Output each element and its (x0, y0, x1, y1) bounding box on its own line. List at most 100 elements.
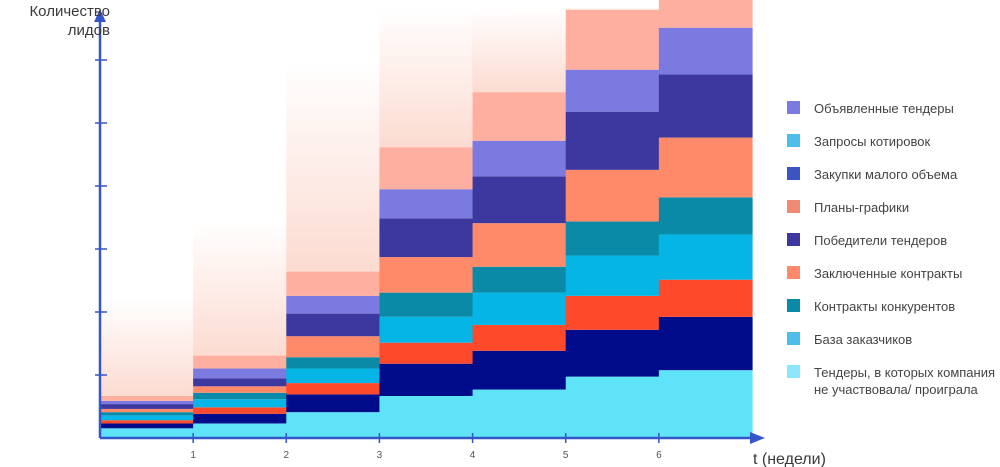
bar-segment (286, 412, 381, 438)
bar-glow (565, 8, 660, 10)
bar-segment (193, 386, 287, 393)
bar-segment (286, 368, 381, 384)
bar-segment (658, 137, 753, 198)
bar-segment (100, 423, 194, 429)
bar-segment (100, 420, 194, 424)
bar-segment (379, 396, 474, 438)
bar-segment (658, 0, 753, 28)
bar-segment (472, 266, 567, 293)
bar-segment (565, 169, 660, 222)
legend-label: Победители тендеров (814, 233, 948, 248)
y-axis-title: Количество лидов (0, 2, 110, 40)
bar-glow (286, 61, 381, 272)
bar-segment (658, 316, 753, 371)
axis-ticks: 1 2 3 4 5 6 (95, 59, 662, 461)
bar-segment (658, 234, 753, 280)
bar-segment (379, 147, 474, 190)
legend-swatch (787, 365, 800, 378)
bar-segment (286, 295, 381, 314)
bar-segments (100, 0, 753, 438)
bar-segment (100, 400, 194, 405)
legend-swatch (787, 299, 800, 312)
legend-swatch (787, 101, 800, 114)
legend-item: Планы-графики (787, 199, 997, 216)
x-tick-label: 6 (656, 450, 662, 461)
bar-segment (565, 295, 660, 330)
bar-segment (565, 111, 660, 170)
bar-segment (472, 292, 567, 325)
bar-segment (565, 329, 660, 377)
legend-item: Запросы котировок (787, 133, 997, 150)
legend-item: Заключенные контракты (787, 265, 997, 282)
legend-item: Победители тендеров (787, 232, 997, 249)
legend-label: Объявленные тендеры (814, 101, 954, 116)
bar-segment (472, 324, 567, 351)
bar-segment (100, 404, 194, 409)
legend-swatch (787, 266, 800, 279)
bar-segment (193, 368, 287, 379)
bar-segment (565, 69, 660, 112)
bar-segment (565, 9, 660, 70)
x-axis-arrow (750, 432, 765, 444)
bar-segment (379, 292, 474, 317)
legend-swatch (787, 332, 800, 345)
bar-segment (472, 92, 567, 141)
x-tick-label: 2 (284, 450, 290, 461)
bar-segment (379, 218, 474, 258)
bar-segment (379, 363, 474, 396)
bar-segment (379, 316, 474, 343)
bar-glow (100, 298, 194, 396)
y-axis-title-line-2: лидов (67, 22, 110, 39)
bar-segment (472, 350, 567, 390)
bar-segment (379, 189, 474, 219)
legend-swatch (787, 233, 800, 246)
x-tick-label: 4 (470, 450, 476, 461)
legend-swatch (787, 167, 800, 180)
bar-segment (658, 279, 753, 317)
legend-item: Закупки малого объема (787, 166, 997, 183)
bar-segment (472, 140, 567, 177)
bar-segment (658, 27, 753, 75)
bar-glow (472, 8, 567, 93)
legend-item: Объявленные тендеры (787, 100, 997, 117)
x-tick-label: 3 (377, 450, 383, 461)
bar-segment (193, 399, 287, 408)
bar-segment (658, 74, 753, 138)
bar-segment (472, 389, 567, 438)
chart-legend: Объявленные тендеры Запросы котировок Заку… (787, 100, 997, 414)
legend-swatch (787, 200, 800, 213)
legend-label: Тендеры, в которых компания не участвова… (814, 365, 996, 397)
bar-segment (286, 383, 381, 395)
legend-item: База заказчиков (787, 331, 997, 348)
bar-segment (193, 355, 287, 369)
bar-segment (100, 396, 194, 401)
bar-segment (658, 370, 753, 438)
bar-segment (565, 376, 660, 438)
bar-segment (472, 176, 567, 224)
bar-glow-layer (100, 8, 660, 396)
legend-label: Запросы котировок (814, 134, 931, 149)
bar-segment (100, 412, 194, 416)
bar-segment (100, 415, 194, 421)
bar-segment (286, 394, 381, 413)
bar-segment (565, 221, 660, 256)
bar-segment (286, 313, 381, 337)
bar-segment (286, 336, 381, 358)
legend-label: Закупки малого объема (814, 167, 958, 182)
bar-segment (193, 413, 287, 424)
legend-label: Заключенные контракты (814, 266, 963, 281)
bar-segment (193, 378, 287, 387)
bar-glow (193, 221, 287, 356)
axes (94, 9, 765, 444)
legend-item: Тендеры, в которых компания не участвова… (787, 364, 997, 398)
x-axis-title: t (недели) (753, 451, 826, 467)
bar-segment (100, 428, 194, 438)
bar-segment (286, 271, 381, 296)
bar-segment (658, 197, 753, 235)
bar-segment (100, 408, 194, 413)
x-tick-label: 5 (563, 450, 569, 461)
bar-segment (379, 342, 474, 364)
legend-item: Контракты конкурентов (787, 298, 997, 315)
legend-swatch (787, 134, 800, 147)
